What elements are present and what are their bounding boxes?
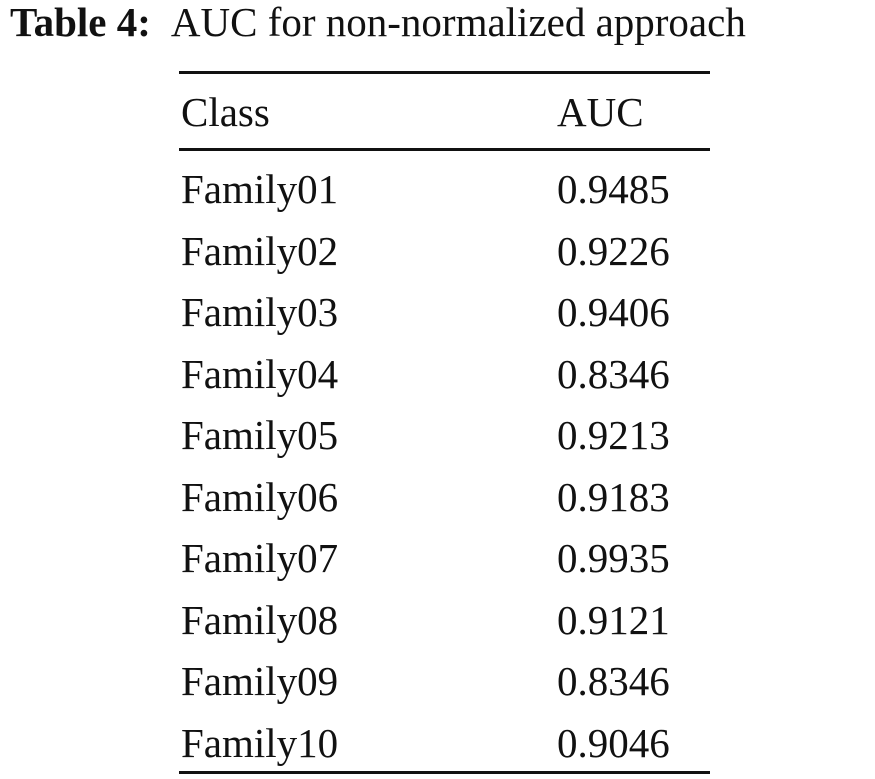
header-rule xyxy=(179,148,710,151)
caption-label: Table 4: xyxy=(10,0,151,45)
cell-class: Family04 xyxy=(181,350,339,397)
table-row: Family10 0.9046 xyxy=(181,712,710,774)
cell-class: Family06 xyxy=(181,473,339,520)
table-row: Family07 0.9935 xyxy=(181,527,710,589)
cell-auc: 0.9046 xyxy=(557,719,670,766)
table-row: Family05 0.9213 xyxy=(181,404,710,466)
cell-auc: 0.9485 xyxy=(557,166,670,212)
table-header-row: Class AUC xyxy=(181,81,710,143)
cell-auc: 0.8346 xyxy=(557,350,670,397)
cell-class: Family03 xyxy=(181,289,339,335)
table-row: Family08 0.9121 xyxy=(181,589,710,651)
table-row: Family03 0.9406 xyxy=(181,281,710,343)
cell-class: Family07 xyxy=(181,535,339,581)
cell-class: Family01 xyxy=(181,166,339,212)
table-caption: Table 4: AUC for non-normalized approach xyxy=(10,0,746,46)
cell-auc: 0.8346 xyxy=(557,658,670,704)
header-class: Class xyxy=(181,89,270,135)
cell-class: Family08 xyxy=(181,596,339,643)
table-row: Family02 0.9226 xyxy=(181,220,710,282)
cell-auc: 0.9213 xyxy=(557,412,670,458)
table-row: Family01 0.9485 xyxy=(181,158,710,220)
cell-auc: 0.9935 xyxy=(557,535,670,581)
cell-class: Family10 xyxy=(181,719,339,766)
table-row: Family06 0.9183 xyxy=(181,466,710,528)
header-auc: AUC xyxy=(557,89,644,135)
cell-auc: 0.9183 xyxy=(557,473,670,520)
top-rule xyxy=(179,71,710,74)
cell-class: Family02 xyxy=(181,227,339,274)
cell-auc: 0.9121 xyxy=(557,596,670,643)
cell-class: Family09 xyxy=(181,658,339,704)
caption-text: AUC for non-normalized approach xyxy=(170,0,746,45)
table-row: Family09 0.8346 xyxy=(181,650,710,712)
table-row: Family04 0.8346 xyxy=(181,343,710,405)
bottom-rule xyxy=(179,771,710,774)
cell-auc: 0.9226 xyxy=(557,227,670,274)
cell-auc: 0.9406 xyxy=(557,289,670,335)
cell-class: Family05 xyxy=(181,412,339,458)
